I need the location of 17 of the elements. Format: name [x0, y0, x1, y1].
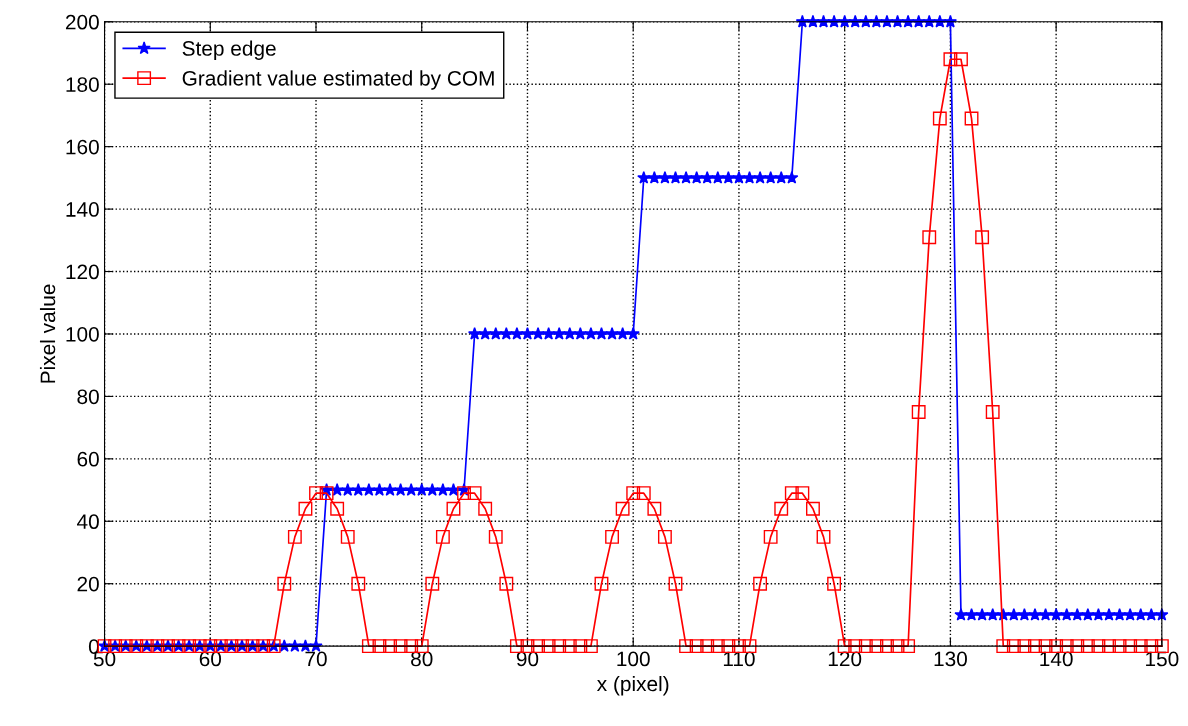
y-tick-label: 160 [66, 139, 99, 155]
x-axis-title: x (pixel) [596, 675, 669, 696]
legend-label: Gradient value estimated by COM [182, 70, 494, 90]
y-tick-label: 100 [66, 326, 99, 342]
y-tick-label: 60 [77, 451, 99, 467]
y-tick-label: 40 [76, 514, 99, 530]
y-tick-label: 180 [66, 77, 99, 92]
y-tick-label: 80 [77, 389, 99, 405]
y-axis-title: Pixel value [39, 284, 56, 383]
legend-label: Step edge [182, 40, 276, 60]
x-tick-label: 100 [617, 651, 650, 667]
y-tick-label: 200 [65, 14, 99, 30]
x-tick-label: 130 [934, 651, 967, 667]
y-tick-label: 120 [66, 264, 99, 280]
y-tick-label: 20 [77, 576, 99, 592]
x-tick-label: 70 [305, 651, 327, 667]
y-tick-label: 140 [66, 202, 99, 217]
